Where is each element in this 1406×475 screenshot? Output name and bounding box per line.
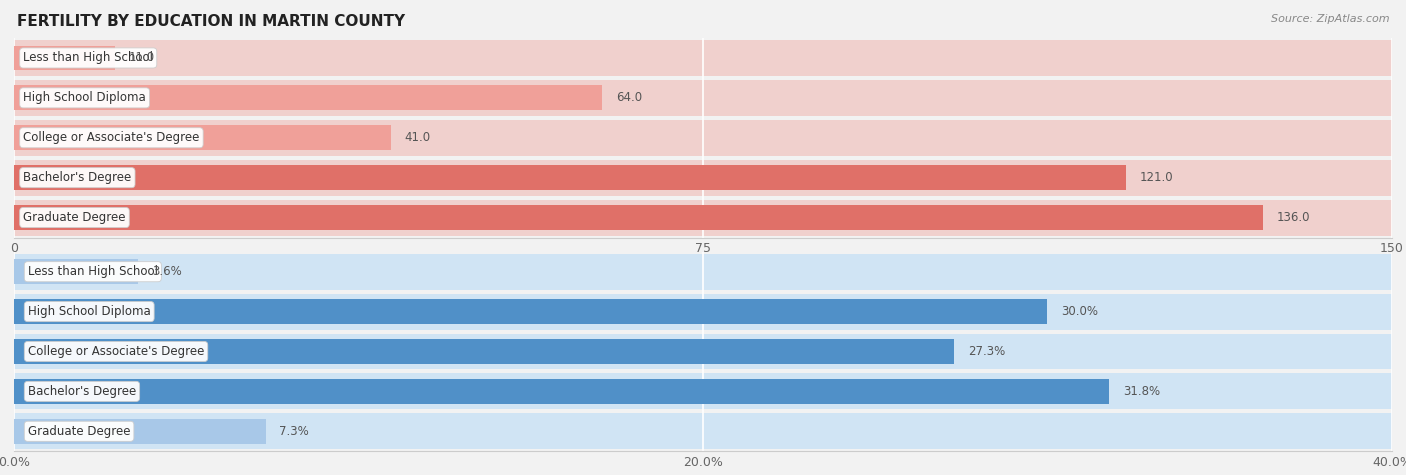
Bar <box>14 294 1392 330</box>
Text: 121.0: 121.0 <box>1139 171 1173 184</box>
Text: High School Diploma: High School Diploma <box>24 91 146 104</box>
Text: Bachelor's Degree: Bachelor's Degree <box>24 171 132 184</box>
Text: FERTILITY BY EDUCATION IN MARTIN COUNTY: FERTILITY BY EDUCATION IN MARTIN COUNTY <box>17 14 405 29</box>
Bar <box>14 339 955 364</box>
Bar <box>14 165 1126 190</box>
Bar <box>14 419 266 444</box>
Text: Less than High School: Less than High School <box>28 265 157 278</box>
Text: 31.8%: 31.8% <box>1123 385 1160 398</box>
Text: 7.3%: 7.3% <box>280 425 309 438</box>
Text: 30.0%: 30.0% <box>1062 305 1098 318</box>
Bar <box>14 373 1392 409</box>
Bar <box>14 259 138 284</box>
Bar <box>14 80 1392 116</box>
Bar <box>14 160 1392 196</box>
Bar <box>14 200 1392 236</box>
Bar <box>14 120 1392 156</box>
Text: Graduate Degree: Graduate Degree <box>24 211 125 224</box>
Bar <box>14 205 1264 230</box>
Bar <box>14 125 391 150</box>
Text: College or Associate's Degree: College or Associate's Degree <box>28 345 204 358</box>
Text: Less than High School: Less than High School <box>24 51 153 65</box>
Text: 27.3%: 27.3% <box>969 345 1005 358</box>
Text: High School Diploma: High School Diploma <box>28 305 150 318</box>
Bar <box>14 379 1109 404</box>
Text: 41.0: 41.0 <box>405 131 430 144</box>
Text: Bachelor's Degree: Bachelor's Degree <box>28 385 136 398</box>
Bar <box>14 333 1392 370</box>
Bar <box>14 86 602 110</box>
Text: College or Associate's Degree: College or Associate's Degree <box>24 131 200 144</box>
Bar <box>14 40 1392 76</box>
Bar <box>14 46 115 70</box>
Text: 136.0: 136.0 <box>1277 211 1310 224</box>
Bar <box>14 299 1047 324</box>
Bar <box>14 254 1392 290</box>
Text: 3.6%: 3.6% <box>152 265 181 278</box>
Text: 11.0: 11.0 <box>129 51 155 65</box>
Bar <box>14 413 1392 449</box>
Text: Source: ZipAtlas.com: Source: ZipAtlas.com <box>1271 14 1389 24</box>
Text: Graduate Degree: Graduate Degree <box>28 425 131 438</box>
Text: 64.0: 64.0 <box>616 91 643 104</box>
